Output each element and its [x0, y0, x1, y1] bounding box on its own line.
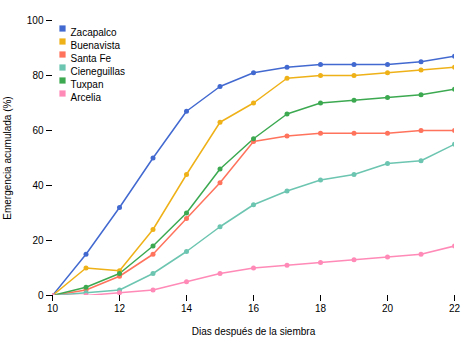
svg-text:80: 80 [32, 70, 44, 81]
svg-text:22: 22 [449, 303, 461, 314]
svg-text:Tuxpan: Tuxpan [71, 79, 104, 90]
svg-text:0: 0 [38, 290, 44, 301]
svg-text:Zacapalco: Zacapalco [71, 27, 118, 38]
svg-text:60: 60 [32, 125, 44, 136]
svg-text:Arcelia: Arcelia [71, 92, 102, 103]
svg-text:16: 16 [248, 303, 260, 314]
svg-text:100: 100 [27, 15, 44, 26]
svg-text:14: 14 [181, 303, 193, 314]
svg-text:Emergencia acumulada (%): Emergencia acumulada (%) [2, 96, 13, 219]
svg-text:Santa Fe: Santa Fe [71, 53, 112, 64]
svg-text:18: 18 [315, 303, 327, 314]
svg-text:10: 10 [47, 303, 59, 314]
svg-text:20: 20 [382, 303, 394, 314]
svg-text:12: 12 [114, 303, 126, 314]
svg-text:Dias después de la siembra: Dias después de la siembra [192, 326, 316, 337]
svg-text:40: 40 [32, 180, 44, 191]
svg-text:Cieneguillas: Cieneguillas [71, 66, 125, 77]
svg-text:20: 20 [32, 235, 44, 246]
svg-text:Buenavista: Buenavista [71, 40, 121, 51]
